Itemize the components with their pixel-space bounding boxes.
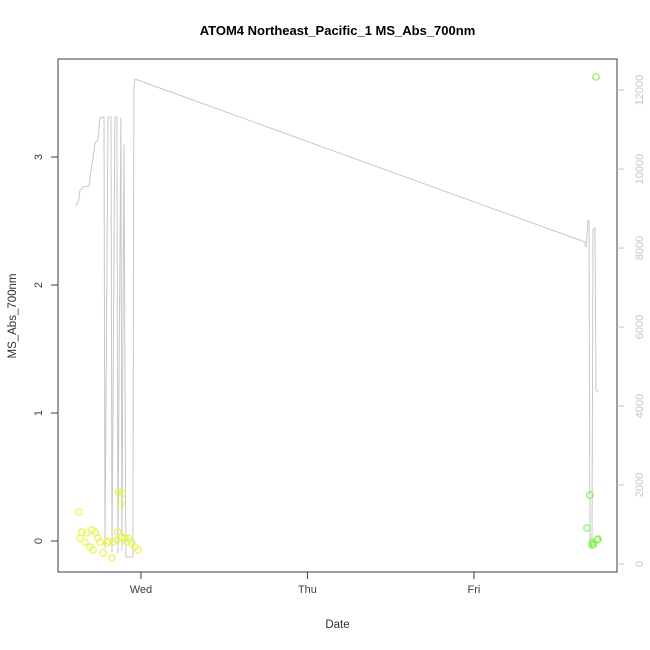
x-tick-label: Fri — [468, 584, 481, 596]
y-right-tick-label: 4000 — [634, 394, 646, 418]
ms-abs-early-point — [114, 488, 123, 496]
ms-abs-early-point — [104, 537, 113, 545]
ms-abs-late-point — [588, 541, 596, 549]
y-right-tick-label: 12000 — [634, 75, 646, 106]
y-left-tick-label: 1 — [33, 410, 45, 416]
ms-abs-early-point — [118, 489, 127, 498]
y-left-tick-label: 0 — [33, 538, 45, 544]
x-tick-label: Wed — [130, 584, 152, 596]
x-axis-label: Date — [325, 619, 350, 631]
ms-abs-early-point — [91, 528, 99, 536]
y-right-tick-label: 10000 — [634, 154, 646, 185]
y-right-tick-label: 2000 — [634, 473, 646, 497]
chart-title: ATOM4 Northeast_Pacific_1 MS_Abs_700nm — [199, 23, 476, 38]
y-left-tick-label: 2 — [33, 282, 45, 288]
y-right-tick-label: 6000 — [634, 315, 646, 339]
y-right-tick-label: 0 — [634, 561, 646, 567]
ms-abs-early-point — [124, 534, 132, 542]
ms-abs-early-point — [114, 528, 122, 536]
ms-abs-early-point — [89, 546, 97, 554]
ms-abs-early-point — [108, 554, 116, 562]
ms-abs-late-point — [586, 491, 594, 499]
y-axis-label: MS_Abs_700nm — [7, 273, 19, 359]
ms-abs-late-point — [594, 535, 602, 543]
ms-abs-early-point — [78, 528, 86, 536]
ms-abs-early-point — [109, 538, 117, 546]
ms-abs-early-point — [99, 549, 107, 557]
y-left-tick-label: 3 — [33, 154, 45, 160]
ms-abs-early-point — [94, 534, 102, 542]
ms-abs-late-point — [583, 524, 591, 532]
ms-abs-early-point — [121, 534, 129, 542]
ms-abs-early-point — [81, 538, 89, 546]
ms-abs-early-point — [75, 508, 83, 516]
ms-abs-late-point — [592, 73, 600, 81]
altitude-trace-line — [75, 78, 599, 558]
ms-abs-early-point — [134, 546, 142, 554]
x-tick-label: Thu — [298, 584, 317, 596]
plot-border — [57, 58, 618, 573]
ms-abs-early-point — [116, 500, 125, 508]
ms-abs-late-point — [593, 536, 601, 544]
y-right-tick-label: 8000 — [634, 236, 646, 260]
ms-abs-early-point — [123, 538, 131, 546]
ms-abs-early-point — [96, 538, 104, 546]
